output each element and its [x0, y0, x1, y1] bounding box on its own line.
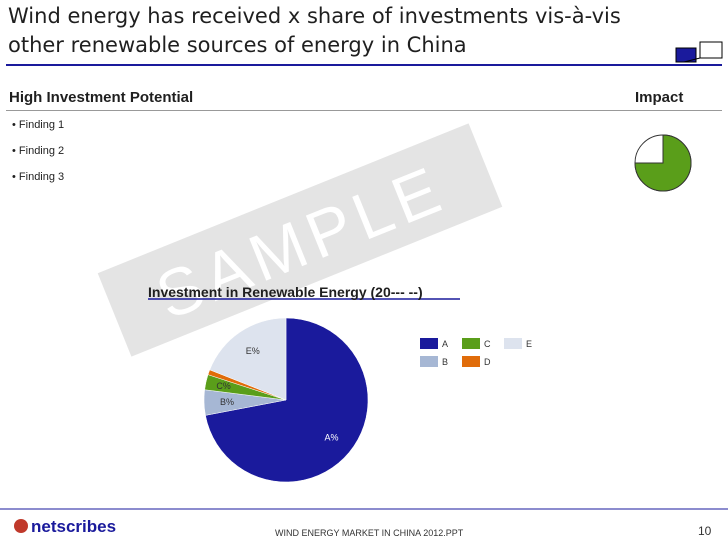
impact-heading: Impact — [635, 89, 684, 106]
legend-swatch — [504, 338, 522, 349]
impact-fill — [634, 134, 692, 192]
finding: • Finding 1 — [12, 119, 65, 131]
netscribes-logo: netscribes — [14, 517, 116, 536]
value-label: B% — [220, 397, 234, 407]
computer-icon — [675, 41, 723, 63]
logo-text: netscribes — [31, 517, 116, 536]
legend-label: C — [484, 339, 491, 349]
slide-title: Wind energy has received x share of inve… — [8, 4, 621, 57]
legend-swatch — [420, 338, 438, 349]
legend-label: A — [442, 339, 448, 349]
value-label: E% — [246, 346, 260, 356]
finding: • Finding 2 — [12, 145, 65, 157]
title-rule — [6, 64, 722, 66]
finding: • Finding 3 — [12, 171, 65, 183]
section-heading: High Investment Potential — [9, 89, 194, 106]
legend-swatch — [420, 356, 438, 367]
legend-swatch — [462, 338, 480, 349]
legend-swatch — [462, 356, 480, 367]
heading-rule — [6, 110, 722, 111]
value-label: A% — [324, 433, 338, 443]
page-number: 10 — [698, 524, 712, 538]
footer-document: WIND ENERGY MARKET IN CHINA 2012.PPT — [275, 528, 464, 538]
value-label: C% — [216, 381, 231, 391]
legend-label: B — [442, 357, 448, 367]
chart-title: Investment in Renewable Energy (20--- --… — [148, 284, 423, 300]
pie-slice — [205, 317, 369, 483]
pie-slice — [209, 317, 287, 401]
legend-label: D — [484, 357, 491, 367]
legend-label: E — [526, 339, 532, 349]
